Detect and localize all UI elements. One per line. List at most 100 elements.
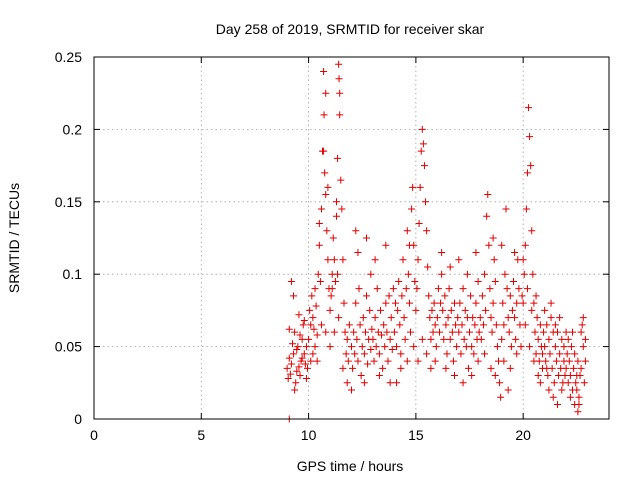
data-point <box>453 343 461 351</box>
data-point <box>468 372 476 380</box>
data-point <box>423 350 431 358</box>
data-point <box>466 328 474 336</box>
data-point <box>510 277 518 285</box>
data-point <box>328 285 336 293</box>
data-point <box>299 321 307 329</box>
data-point <box>506 292 514 300</box>
data-point <box>519 299 527 307</box>
data-point <box>577 328 585 336</box>
data-point <box>502 205 510 213</box>
data-point <box>285 354 293 362</box>
data-point <box>440 335 448 343</box>
data-point <box>301 360 309 368</box>
data-point <box>424 263 432 271</box>
data-point <box>382 299 390 307</box>
data-point <box>536 321 544 329</box>
data-point <box>515 285 523 293</box>
data-point <box>400 314 408 322</box>
data-point <box>314 270 322 278</box>
data-point <box>380 321 388 329</box>
data-point <box>491 277 499 285</box>
data-point <box>508 306 516 314</box>
data-point <box>414 357 422 365</box>
data-point <box>296 372 304 380</box>
data-point <box>320 111 328 119</box>
data-point <box>489 299 497 307</box>
data-point <box>313 357 321 365</box>
data-point <box>351 350 359 358</box>
data-point <box>385 292 393 300</box>
y-tick-label: 0.05 <box>55 339 82 355</box>
data-point <box>336 111 344 119</box>
data-point <box>519 256 527 264</box>
data-point <box>528 306 536 314</box>
data-point <box>445 285 453 293</box>
data-point <box>470 350 478 358</box>
data-point <box>352 299 360 307</box>
data-point <box>520 270 528 278</box>
data-point <box>388 345 396 353</box>
data-point <box>369 335 377 343</box>
data-point <box>572 379 580 387</box>
data-point <box>393 379 401 387</box>
data-point <box>366 306 374 314</box>
data-point <box>435 328 443 336</box>
data-point <box>412 306 420 314</box>
data-point <box>360 379 368 387</box>
data-point <box>558 335 566 343</box>
data-point <box>530 299 538 307</box>
data-point <box>460 335 468 343</box>
data-point <box>500 321 508 329</box>
data-point <box>305 335 313 343</box>
data-point <box>527 162 535 170</box>
data-point <box>374 328 382 336</box>
data-point <box>284 374 292 382</box>
data-point <box>423 227 431 235</box>
data-point <box>364 360 372 368</box>
data-point <box>474 357 482 365</box>
data-point <box>503 285 511 293</box>
data-point <box>485 241 493 249</box>
data-point <box>534 372 542 380</box>
data-point <box>498 241 506 249</box>
data-point <box>384 357 392 365</box>
data-point <box>542 357 550 365</box>
data-point <box>307 357 315 365</box>
data-point <box>431 357 439 365</box>
data-point <box>550 379 558 387</box>
data-point <box>420 162 428 170</box>
data-point <box>382 241 390 249</box>
data-point <box>439 306 447 314</box>
data-point <box>355 285 363 293</box>
data-point <box>320 147 328 155</box>
data-point <box>517 343 525 351</box>
data-point <box>506 364 514 372</box>
data-point <box>418 125 426 133</box>
data-point <box>574 357 582 365</box>
data-point <box>501 270 509 278</box>
data-point <box>349 364 357 372</box>
data-point <box>459 379 467 387</box>
data-point <box>403 227 411 235</box>
data-point <box>442 321 450 329</box>
data-point <box>555 372 563 380</box>
data-point <box>547 299 555 307</box>
data-point <box>556 350 564 358</box>
data-point <box>549 393 557 401</box>
data-point <box>360 350 368 358</box>
chart-title: Day 258 of 2019, SRMTID for receiver ska… <box>216 21 485 37</box>
data-point <box>487 314 495 322</box>
data-point <box>580 379 588 387</box>
data-point <box>560 343 568 351</box>
data-point <box>315 220 323 228</box>
data-point <box>483 212 491 220</box>
data-point <box>442 364 450 372</box>
data-point <box>500 357 508 365</box>
data-point <box>311 343 319 351</box>
data-point <box>425 292 433 300</box>
data-point <box>416 183 424 191</box>
data-point <box>459 285 467 293</box>
data-point <box>454 314 462 322</box>
data-point <box>525 104 533 112</box>
data-point <box>523 285 531 293</box>
